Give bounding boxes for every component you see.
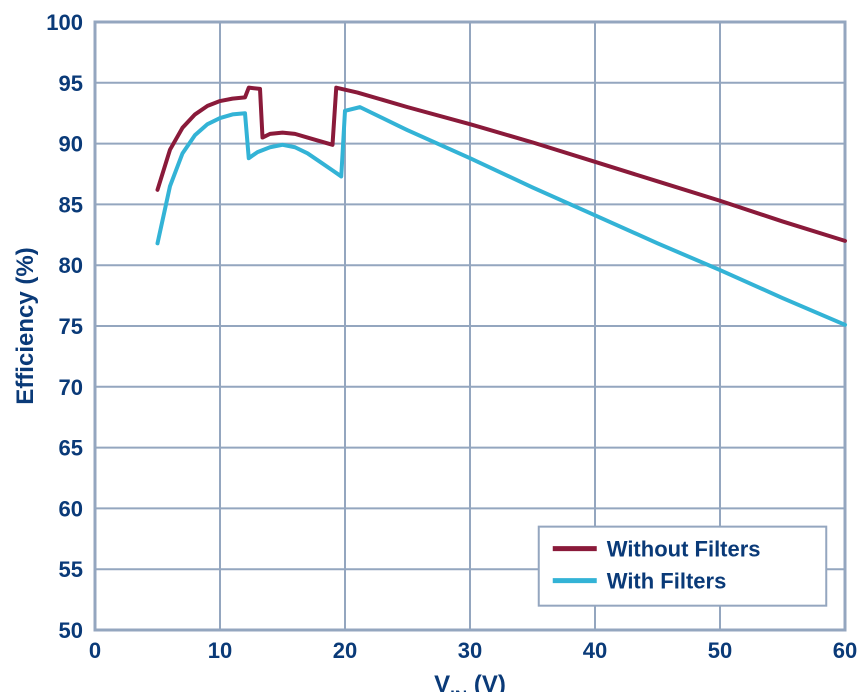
x-tick-label: 50 xyxy=(708,638,732,663)
x-tick-label: 40 xyxy=(583,638,607,663)
y-tick-label: 65 xyxy=(59,436,83,461)
x-tick-label: 0 xyxy=(89,638,101,663)
chart-svg: 0 10 20 30 40 50 60 50 55 60 65 70 75 80 85 90 95 100 VIN … xyxy=(0,0,867,692)
y-axis-label: Efficiency (%) xyxy=(12,247,39,404)
x-tick-label: 60 xyxy=(833,638,857,663)
y-tick-label: 70 xyxy=(59,375,83,400)
y-tick-label: 55 xyxy=(59,557,83,582)
y-tick-label: 80 xyxy=(59,253,83,278)
y-tick-label: 60 xyxy=(59,496,83,521)
y-tick-label: 50 xyxy=(59,618,83,643)
x-axis-label: VIN (V) xyxy=(434,671,506,692)
x-tick-label: 30 xyxy=(458,638,482,663)
y-tick-label: 95 xyxy=(59,71,83,96)
y-tick-label: 90 xyxy=(59,132,83,157)
y-tick-label: 100 xyxy=(46,10,83,35)
x-tick-label: 20 xyxy=(333,638,357,663)
x-tick-label: 10 xyxy=(208,638,232,663)
legend-label: With Filters xyxy=(607,569,727,594)
y-tick-label: 85 xyxy=(59,192,83,217)
y-tick-label: 75 xyxy=(59,314,83,339)
efficiency-chart: 0 10 20 30 40 50 60 50 55 60 65 70 75 80 85 90 95 100 VIN … xyxy=(0,0,867,692)
legend-label: Without Filters xyxy=(607,537,761,562)
